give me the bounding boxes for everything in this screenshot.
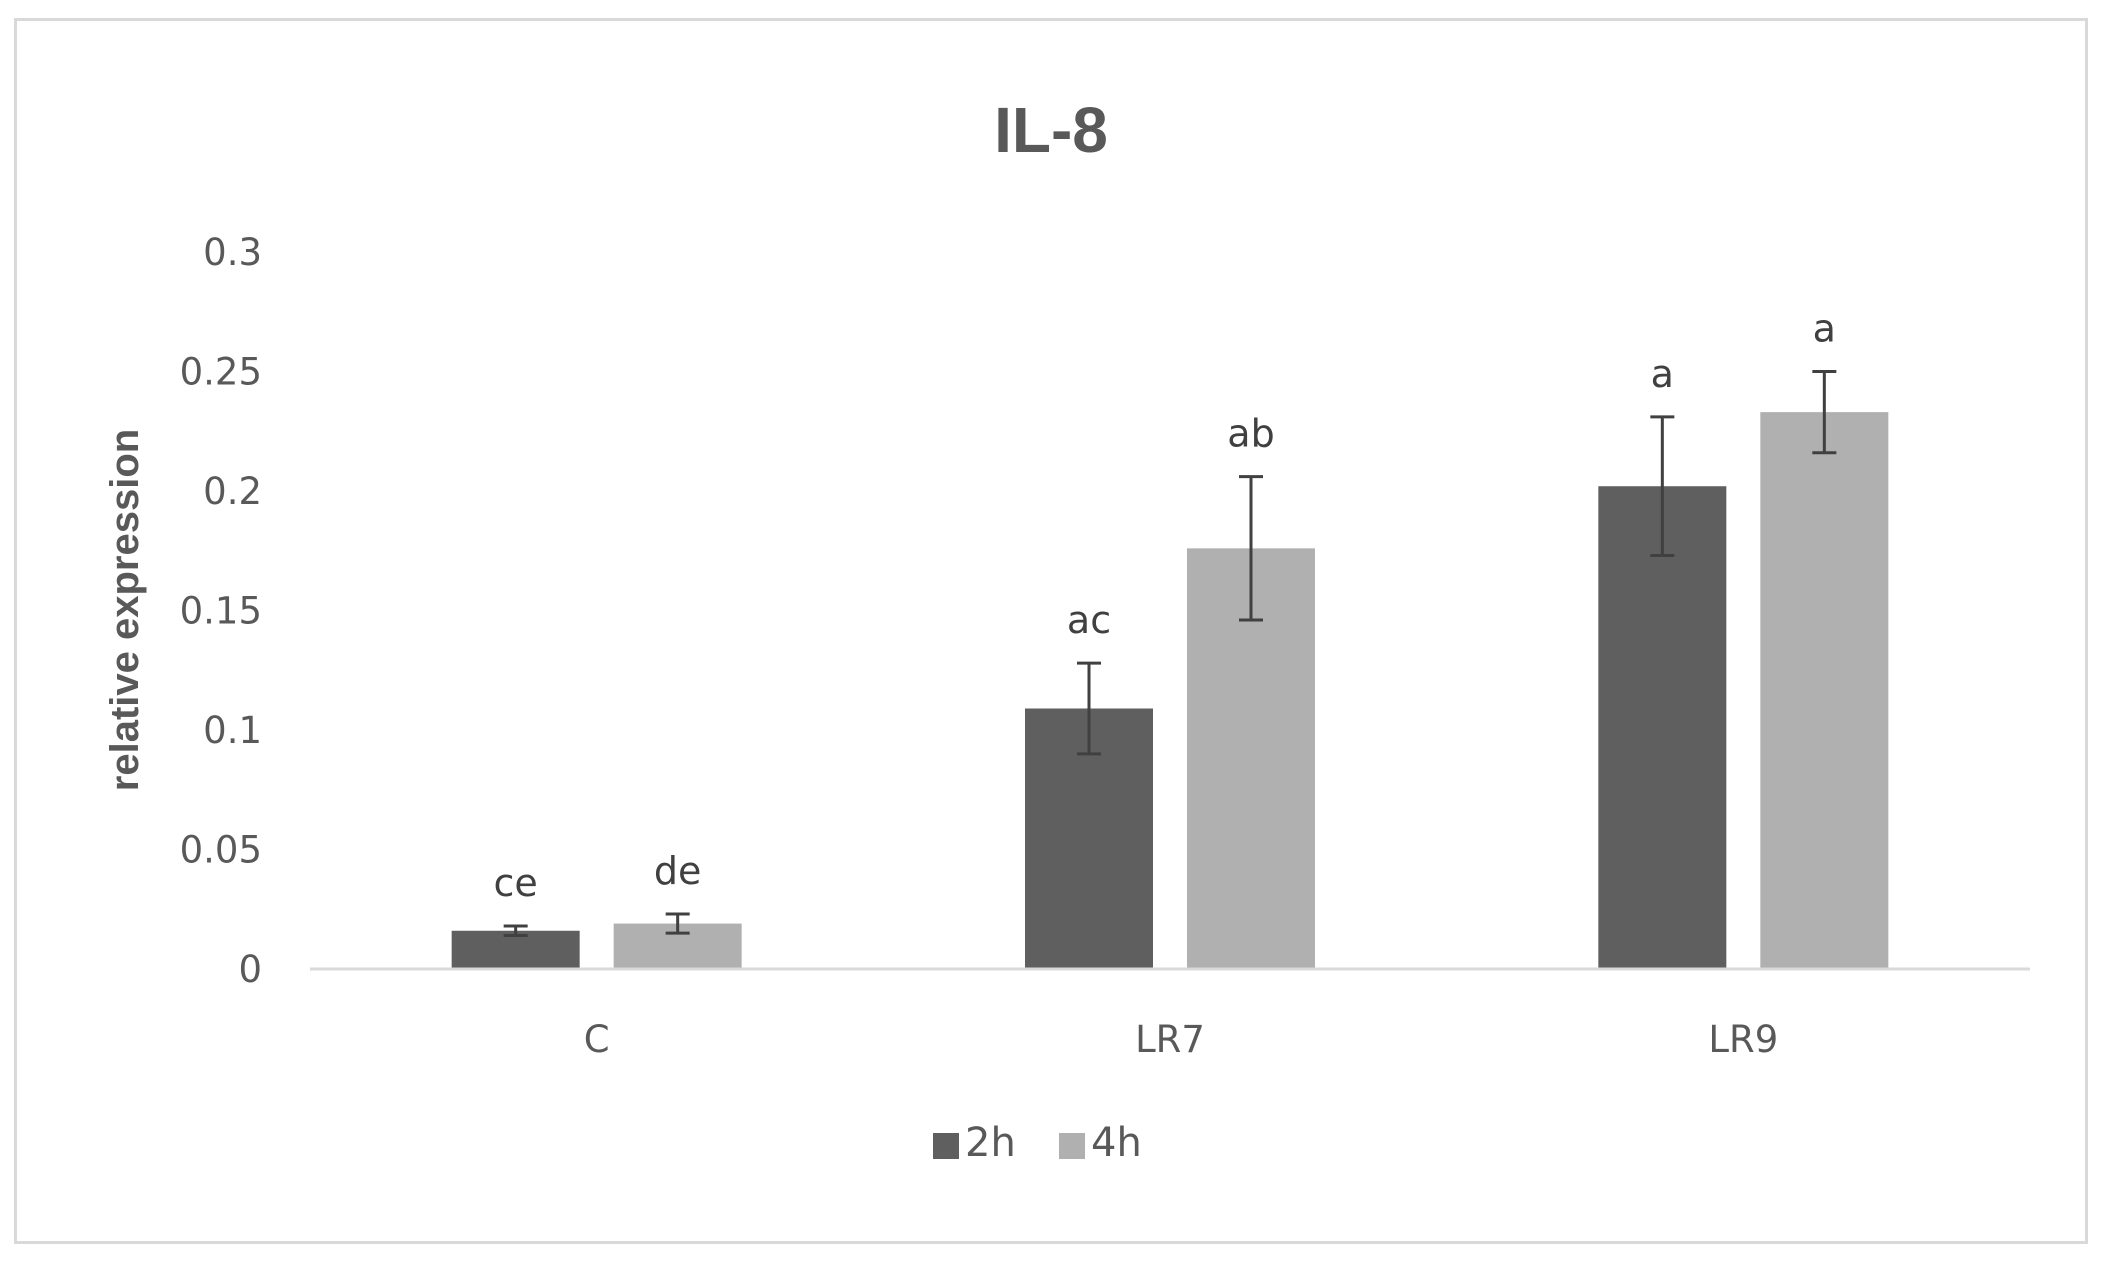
legend-label-2h: 2h: [965, 1120, 1016, 1166]
chart-frame: [14, 18, 2088, 1244]
y-tick-label: 0.2: [203, 470, 262, 513]
x-category-label: C: [584, 1018, 610, 1061]
y-tick-label: 0.25: [180, 351, 262, 394]
significance-label: a: [1651, 352, 1674, 396]
y-tick-label: 0.15: [180, 590, 262, 633]
bar-2h-LR9: [1598, 486, 1727, 969]
y-tick-label: 0.1: [203, 709, 262, 752]
legend-swatch-4h: [1059, 1133, 1085, 1159]
significance-label: ce: [494, 861, 538, 905]
y-tick-label: 0.3: [203, 231, 262, 274]
y-tick-label: 0: [238, 948, 262, 991]
y-axis-ticks: 0 0.05 0.1 0.15 0.2 0.25 0.3: [180, 231, 262, 991]
legend: 2h 4h: [933, 1120, 1142, 1166]
significance-label: ab: [1227, 412, 1274, 456]
y-axis-label: relative expression: [103, 429, 147, 791]
error-bars: [503, 370, 1837, 938]
legend-label-4h: 4h: [1091, 1120, 1142, 1166]
significance-label: de: [654, 849, 702, 893]
significance-label: ac: [1067, 598, 1111, 642]
bars: [451, 412, 1889, 969]
significance-labels: ce de ac ab a a: [494, 307, 1836, 905]
significance-label: a: [1813, 307, 1836, 351]
x-axis-labels: C LR7 LR9: [584, 1018, 1779, 1061]
legend-swatch-2h: [933, 1133, 959, 1159]
chart-title: IL-8: [994, 94, 1108, 166]
bar-4h-LR9: [1760, 412, 1889, 969]
x-category-label: LR7: [1135, 1018, 1205, 1061]
y-tick-label: 0.05: [180, 829, 262, 872]
x-category-label: LR9: [1708, 1018, 1778, 1061]
bar-2h-C: [451, 930, 580, 969]
